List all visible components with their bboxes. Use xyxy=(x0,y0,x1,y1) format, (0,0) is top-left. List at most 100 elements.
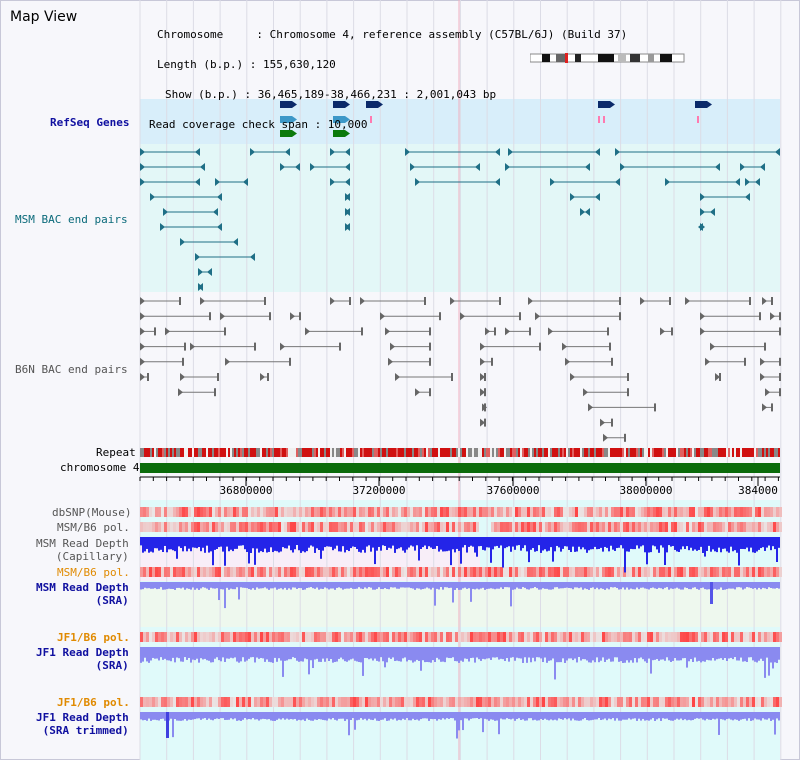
msm-capillary-depth-bar xyxy=(440,537,442,550)
msm-pol2-heat-cell xyxy=(371,567,374,577)
msm-capillary-depth-bar xyxy=(430,537,432,548)
jf1-trim-depth-bar xyxy=(304,712,306,721)
b6n-bac-end xyxy=(178,388,183,397)
msm-pol2-heat-cell xyxy=(620,567,623,577)
repeat-segment xyxy=(714,448,716,457)
jf1-trim-depth-bar xyxy=(498,712,500,735)
track-label-refseq[interactable]: RefSeq Genes xyxy=(50,116,130,129)
msm-capillary-depth-bar xyxy=(282,537,284,548)
jf1-sra-depth-bar xyxy=(492,647,494,658)
jf1-pol-heat-cell xyxy=(443,632,446,642)
ideogram-band xyxy=(542,54,550,62)
msm-sra-depth-bar xyxy=(308,582,310,588)
repeat-segment xyxy=(344,448,346,457)
track-label-msm-pol-2[interactable]: MSM/B6 pol. xyxy=(57,566,130,579)
track-label-jf1-pol-2[interactable]: JF1/B6 pol. xyxy=(57,696,130,709)
repeat-segment xyxy=(612,448,614,457)
repeat-segment xyxy=(672,448,674,457)
dbsnp-heat-cell xyxy=(605,507,608,517)
jf1-pol-heat-cell xyxy=(719,632,722,642)
msm-capillary-depth-bar xyxy=(536,537,538,552)
msm-capillary-depth-bar xyxy=(770,537,772,551)
track-label-msm-depth-capillary[interactable]: MSM Read Depth (Capillary) xyxy=(36,537,129,563)
repeat-segment xyxy=(360,448,362,457)
repeat-segment xyxy=(418,448,420,457)
jf1-trim-depth-bar xyxy=(700,712,702,719)
jf1-pol2-heat-cell xyxy=(746,697,749,707)
chromosome-ideogram[interactable] xyxy=(530,53,685,63)
axis-tick-label: 36800000 xyxy=(220,484,273,497)
track-label-jf1-pol[interactable]: JF1/B6 pol. xyxy=(57,631,130,644)
jf1-pol-heat-cell xyxy=(617,632,620,642)
msm-sra-depth-bar xyxy=(746,582,748,588)
jf1-pol-heat-cell xyxy=(431,632,434,642)
repeat-segment xyxy=(376,448,378,457)
jf1-pol2-heat-cell xyxy=(353,697,356,707)
jf1-trim-depth-bar xyxy=(330,712,332,720)
jf1-pol-heat-cell xyxy=(383,632,386,642)
jf1-sra-depth-bar xyxy=(408,647,410,660)
track-label-b6n-bac[interactable]: B6N BAC end pairs xyxy=(15,363,128,376)
repeat-segment xyxy=(278,448,280,457)
refseq-gene xyxy=(333,116,345,123)
msm-pol-heat-cell xyxy=(731,522,734,532)
msm-capillary-depth-bar xyxy=(368,537,370,546)
dbsnp-heat-cell xyxy=(755,507,758,517)
repeat-segment xyxy=(468,448,470,457)
jf1-pol2-heat-cell xyxy=(188,697,191,707)
jf1-sra-depth-bar xyxy=(262,647,264,659)
repeat-segment xyxy=(488,448,490,457)
msm-bac-end xyxy=(213,208,218,216)
jf1-pol-heat-cell xyxy=(416,632,419,642)
msm-sra-depth-bar xyxy=(706,582,708,590)
track-label-jf1-depth-sra[interactable]: JF1 Read Depth (SRA) xyxy=(36,646,129,672)
jf1-pol-heat-cell xyxy=(440,632,443,642)
msm-pol-heat-cell xyxy=(692,522,695,532)
repeat-segment xyxy=(290,448,292,457)
jf1-trim-depth-bar xyxy=(418,712,420,721)
repeat-segment xyxy=(238,448,240,457)
repeat-segment xyxy=(272,448,274,457)
jf1-trim-depth-bar xyxy=(596,712,598,720)
track-label-jf1-depth-trimmed[interactable]: JF1 Read Depth (SRA trimmed) xyxy=(36,711,129,737)
jf1-trim-depth-bar xyxy=(544,712,546,719)
repeat-segment xyxy=(184,448,186,457)
msm-pol2-heat-cell xyxy=(548,567,551,577)
repeat-segment xyxy=(176,448,178,457)
msm-depth-cap-line2: (Capillary) xyxy=(55,550,129,563)
jf1-pol2-heat-cell xyxy=(203,697,206,707)
msm-capillary-depth-bar xyxy=(172,537,174,551)
b6n-bac-end xyxy=(290,312,295,321)
jf1-sra-depth-bar xyxy=(376,647,378,661)
b6n-bac-end xyxy=(339,342,341,351)
jf1-pol2-heat-cell xyxy=(449,697,452,707)
repeat-segment xyxy=(530,448,532,457)
jf1-sra-depth-bar xyxy=(462,647,464,662)
jf1-pol2-heat-cell xyxy=(551,697,554,707)
msm-sra-depth-bar xyxy=(240,582,242,588)
jf1-pol2-heat-cell xyxy=(779,697,782,707)
msm-capillary-depth-bar xyxy=(688,537,690,551)
jf1-sra-depth-bar xyxy=(582,647,584,660)
dbsnp-heat-cell xyxy=(248,507,251,517)
jf1-pol2-heat-cell xyxy=(479,697,482,707)
jf1-sra-depth-bar xyxy=(146,647,148,662)
track-label-msm-depth-sra[interactable]: MSM Read Depth (SRA) xyxy=(36,581,129,607)
jf1-trim-depth-bar xyxy=(234,712,236,719)
msm-capillary-depth-bar xyxy=(514,537,516,550)
track-label-msm-bac[interactable]: MSM BAC end pairs xyxy=(15,213,128,226)
jf1-sra-depth-bar xyxy=(768,647,770,676)
jf1-trim-depth-bar xyxy=(658,712,660,719)
msm-pol-heat-cell xyxy=(704,522,707,532)
msm-sra-depth-bar xyxy=(482,582,484,588)
jf1-pol-heat-cell xyxy=(725,632,728,642)
repeat-segment xyxy=(500,448,502,457)
track-label-repeat[interactable]: Repeat xyxy=(96,446,136,459)
track-label-msm-pol[interactable]: MSM/B6 pol. xyxy=(57,521,130,534)
repeat-segment xyxy=(222,448,224,457)
dbsnp-heat-cell xyxy=(581,507,584,517)
msm-capillary-depth-bar xyxy=(478,537,480,547)
msm-capillary-depth-bar xyxy=(692,537,694,551)
track-label-dbsnp[interactable]: dbSNP(Mouse) xyxy=(52,506,132,519)
msm-capillary-depth-bar xyxy=(638,537,640,549)
